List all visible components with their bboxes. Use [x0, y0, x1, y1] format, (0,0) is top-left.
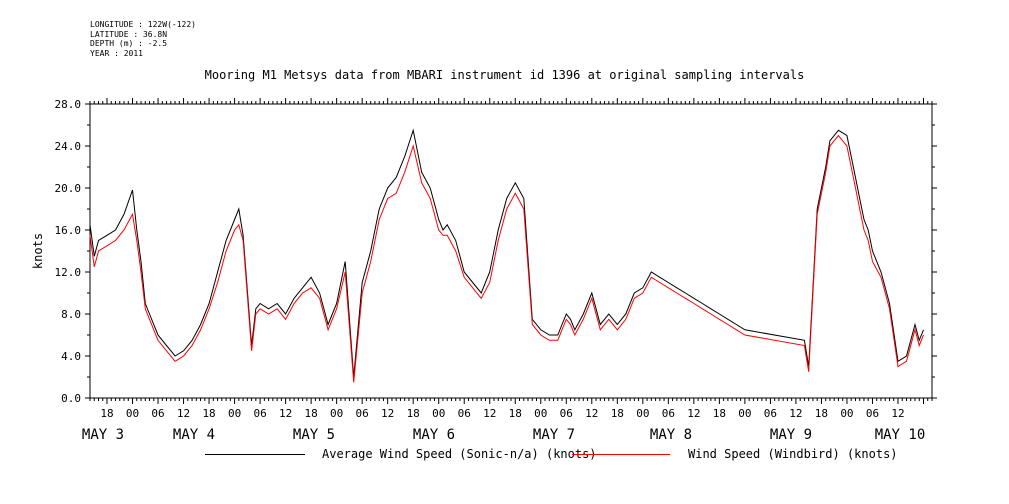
x-tick-label: 18	[202, 407, 215, 420]
meta-latitude: LATITUDE : 36.8N	[90, 29, 168, 39]
legend-swatch-sonic	[205, 454, 305, 455]
x-tick-label: 12	[483, 407, 496, 420]
x-tick-label: 12	[585, 407, 598, 420]
x-tick-label: 12	[177, 407, 190, 420]
x-date-label: MAY 10	[875, 427, 926, 443]
legend-swatch-windbird	[572, 454, 670, 455]
x-tick-label: 18	[611, 407, 624, 420]
x-tick-label: 06	[866, 407, 879, 420]
x-tick-label: 00	[126, 407, 139, 420]
x-tick-label: 00	[330, 407, 343, 420]
x-tick-label: 06	[356, 407, 369, 420]
y-tick-label: 8.0	[61, 308, 81, 321]
legend: Average Wind Speed (Sonic-n/a) (knots) W…	[0, 445, 1009, 465]
x-tick-label: 18	[509, 407, 522, 420]
meta-longitude: LONGITUDE : 122W(-122)	[90, 20, 196, 29]
x-tick-label: 00	[228, 407, 241, 420]
x-tick-label: 12	[381, 407, 394, 420]
x-tick-label: 06	[458, 407, 471, 420]
x-date-label: MAY 7	[533, 427, 575, 443]
y-tick-label: 0.0	[61, 392, 81, 405]
x-date-label: MAY 3	[82, 427, 124, 443]
x-date-label: MAY 6	[413, 427, 455, 443]
y-axis-label: knots	[31, 233, 45, 269]
x-tick-label: 12	[891, 407, 904, 420]
metadata-block: LONGITUDE : 122W(-122) LATITUDE : 36.8N …	[90, 20, 196, 58]
y-tick-label: 28.0	[55, 98, 82, 111]
x-tick-label: 00	[840, 407, 853, 420]
x-tick-label: 18	[713, 407, 726, 420]
x-date-label: MAY 8	[650, 427, 692, 443]
x-tick-label: 00	[738, 407, 751, 420]
x-tick-label: 12	[687, 407, 700, 420]
x-date-label: MAY 4	[173, 427, 215, 443]
x-tick-label: 12	[789, 407, 802, 420]
x-date-label: MAY 9	[770, 427, 812, 443]
legend-label-sonic: Average Wind Speed (Sonic-n/a) (knots)	[322, 447, 597, 461]
y-tick-label: 24.0	[55, 140, 82, 153]
meta-year: YEAR : 2011	[90, 48, 143, 58]
series-line-windbird	[89, 134, 924, 383]
meta-depth: DEPTH (m) : -2.5	[90, 39, 168, 48]
x-tick-label: 18	[100, 407, 113, 420]
x-tick-label: 00	[636, 407, 649, 420]
x-tick-label: 06	[662, 407, 675, 420]
x-tick-label: 06	[151, 407, 164, 420]
x-tick-label: 00	[534, 407, 547, 420]
x-tick-label: 06	[253, 407, 266, 420]
x-tick-label: 18	[305, 407, 318, 420]
chart-title: Mooring M1 Metsys data from MBARI instru…	[204, 68, 805, 82]
x-tick-label: 06	[560, 407, 573, 420]
legend-label-windbird: Wind Speed (Windbird) (knots)	[688, 447, 898, 461]
x-tick-label: 18	[407, 407, 420, 420]
y-tick-label: 16.0	[55, 224, 82, 237]
x-tick-label: 06	[764, 407, 777, 420]
y-tick-label: 12.0	[55, 266, 82, 279]
y-tick-label: 4.0	[61, 350, 81, 363]
y-tick-label: 20.0	[55, 182, 82, 195]
series-line-sonic	[89, 128, 924, 378]
x-date-label: MAY 5	[293, 427, 335, 443]
x-tick-label: 12	[279, 407, 292, 420]
x-tick-label: 00	[432, 407, 445, 420]
x-tick-label: 18	[815, 407, 828, 420]
